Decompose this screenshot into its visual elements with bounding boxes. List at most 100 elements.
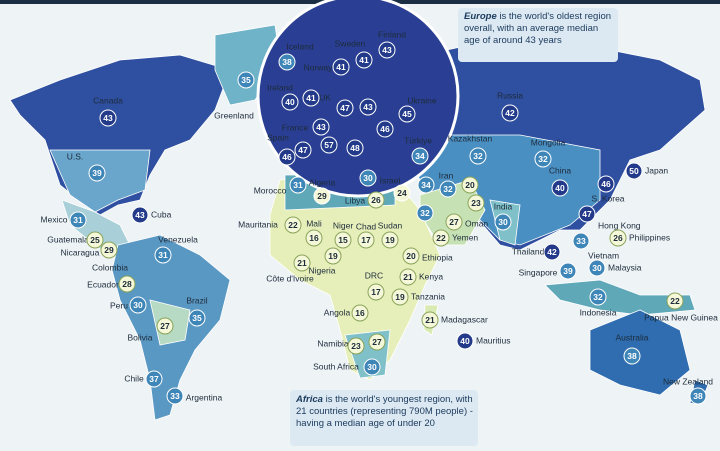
age-value: 35 (192, 313, 202, 323)
country-label: UK (319, 92, 331, 102)
africa-callout: Africa is the world's youngest region, w… (290, 390, 478, 446)
country-label: Israel (380, 175, 401, 185)
age-value: 43 (135, 210, 145, 220)
age-value: 21 (403, 272, 413, 282)
age-value: 33 (576, 236, 586, 246)
country-label: India (494, 201, 513, 211)
age-value: 30 (592, 263, 602, 273)
age-value: 47 (340, 103, 350, 113)
country-label: Norway (304, 62, 334, 72)
age-value: 32 (593, 292, 603, 302)
age-marker (421, 311, 439, 329)
age-marker (359, 98, 377, 116)
age-marker (551, 179, 569, 197)
age-marker (469, 147, 487, 165)
age-marker (572, 232, 590, 250)
age-value: 38 (693, 391, 703, 401)
age-value: 47 (582, 209, 592, 219)
indonesia (544, 279, 696, 316)
age-value: 17 (371, 287, 381, 297)
country-label: Vietnam (588, 250, 619, 260)
age-value: 57 (324, 140, 334, 150)
country-label: Libya (345, 195, 366, 205)
country-label: Finland (378, 29, 406, 39)
age-value: 45 (402, 109, 412, 119)
country-label: Philippines (629, 232, 670, 242)
age-value: 16 (309, 233, 319, 243)
age-marker (439, 180, 457, 198)
europe-callout: Europe is the world's oldest region over… (458, 8, 618, 62)
age-value: 35 (241, 75, 251, 85)
country-label: Sudan (378, 220, 403, 230)
age-value: 38 (627, 351, 637, 361)
age-value: 23 (351, 341, 361, 351)
age-value: 32 (473, 151, 483, 161)
country-label: Ecuador (87, 279, 119, 289)
age-marker (411, 147, 429, 165)
age-value: 30 (498, 217, 508, 227)
callout-body: is the world's oldest region overall, wi… (464, 11, 612, 46)
age-marker (278, 148, 296, 166)
age-marker (293, 254, 311, 272)
age-value: 43 (382, 45, 392, 55)
age-marker (402, 247, 420, 265)
age-marker (347, 337, 365, 355)
country-label: Mali (306, 218, 322, 228)
country-label: Yemen (452, 232, 478, 242)
country-label: Iceland (286, 41, 314, 51)
age-value: 32 (443, 184, 453, 194)
country-label: Papua New Guinea (644, 312, 718, 322)
country-label: Greenland (214, 110, 254, 120)
callout-body: is the world's youngest region, with 21 … (296, 394, 473, 429)
country-label: Ireland (267, 82, 293, 92)
country-label: Sweden (335, 38, 366, 48)
country-label: Cuba (151, 209, 172, 219)
age-value: 39 (563, 266, 573, 276)
country-label: S. Korea (591, 193, 624, 203)
callout-box (290, 390, 478, 446)
age-value: 43 (316, 122, 326, 132)
country-label: Argentina (186, 392, 223, 402)
age-value: 23 (471, 198, 481, 208)
country-label: Indonesia (580, 307, 617, 317)
age-marker (346, 139, 364, 157)
age-marker (578, 205, 596, 223)
age-marker (368, 333, 386, 351)
age-value: 26 (613, 233, 623, 243)
age-marker (156, 317, 174, 335)
country-label: Brazil (186, 295, 207, 305)
country-label: Canada (93, 95, 123, 105)
age-marker (355, 51, 373, 69)
country-label: Australia (615, 332, 648, 342)
country-label: Guatemala (47, 234, 89, 244)
age-marker (376, 120, 394, 138)
age-value: 43 (363, 102, 373, 112)
age-marker (391, 288, 409, 306)
age-value: 27 (372, 337, 382, 347)
country-label: Tanzania (411, 291, 445, 301)
age-value: 27 (449, 217, 459, 227)
country-label: Iran (439, 170, 454, 180)
country-label: Venezuela (158, 234, 198, 244)
age-marker (312, 118, 330, 136)
age-marker (359, 169, 377, 187)
age-marker (289, 176, 307, 194)
age-marker (416, 204, 434, 222)
age-value: 19 (328, 251, 338, 261)
age-marker (534, 150, 552, 168)
age-marker (432, 229, 450, 247)
age-marker (398, 105, 416, 123)
country-label: Türkiye (404, 135, 432, 145)
country-label: Hong Kong (598, 220, 641, 230)
country-label: Nigeria (309, 265, 336, 275)
age-value: 40 (285, 97, 295, 107)
age-value: 27 (160, 321, 170, 331)
country-label: DRC (365, 270, 383, 280)
age-marker (494, 213, 512, 231)
age-marker (589, 288, 607, 306)
age-marker (154, 246, 172, 264)
age-value: 50 (629, 166, 639, 176)
age-value: 31 (293, 180, 303, 190)
callout-text-wrap: Africa is the world's youngest region, w… (296, 394, 473, 429)
age-value: 29 (104, 245, 114, 255)
